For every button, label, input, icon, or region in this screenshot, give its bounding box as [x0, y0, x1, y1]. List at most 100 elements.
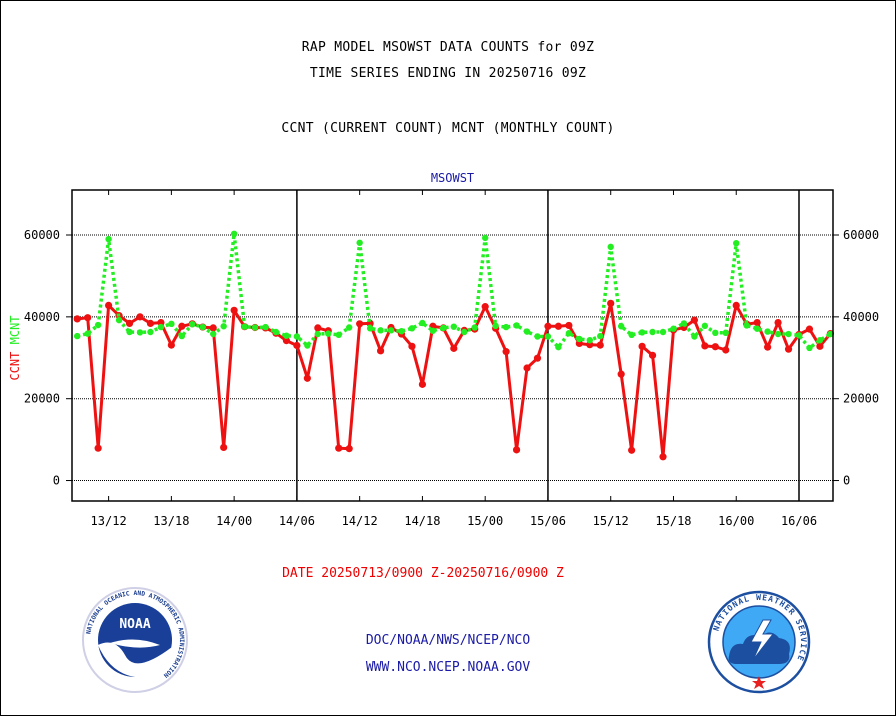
- ytick-label-right: 0: [843, 474, 850, 488]
- data-point-mcnt: [722, 329, 729, 337]
- data-point-mcnt: [597, 332, 604, 340]
- data-point-mcnt: [733, 239, 740, 247]
- data-point-ccnt: [711, 343, 719, 351]
- data-point-ccnt: [209, 324, 217, 332]
- data-point-mcnt: [314, 330, 322, 338]
- data-point-mcnt: [816, 336, 824, 344]
- data-point-ccnt: [784, 345, 793, 353]
- chart-subtitle: TIME SERIES ENDING IN 20250716 09Z: [309, 66, 587, 81]
- ytick-label-right: 60000: [843, 228, 879, 242]
- series-description: CCNT (CURRENT COUNT) MCNT (MONTHLY COUNT…: [281, 121, 615, 136]
- data-point-mcnt: [628, 331, 635, 339]
- data-point-ccnt: [722, 346, 730, 354]
- data-point-ccnt: [701, 342, 709, 350]
- data-point-mcnt: [377, 327, 384, 334]
- xtick-label: 13/18: [153, 514, 189, 528]
- data-point-mcnt: [189, 321, 196, 328]
- data-point-mcnt: [387, 327, 395, 334]
- data-point-ccnt: [816, 342, 824, 350]
- data-point-ccnt: [544, 322, 552, 330]
- plot-top-label: MSOWST: [431, 171, 474, 185]
- y-axis-label: CCNT MCNT: [8, 315, 22, 380]
- data-point-mcnt: [262, 323, 269, 331]
- data-point-mcnt: [220, 323, 227, 330]
- data-point-mcnt: [586, 336, 593, 344]
- data-point-ccnt: [512, 446, 521, 454]
- data-point-mcnt: [408, 325, 416, 332]
- data-point-mcnt: [659, 328, 667, 336]
- xtick-label: 16/06: [781, 514, 817, 528]
- ytick-label-left: 0: [53, 474, 60, 488]
- xtick-label: 14/06: [279, 514, 315, 528]
- data-point-mcnt: [764, 328, 771, 335]
- data-point-ccnt: [94, 444, 102, 452]
- data-point-ccnt: [105, 301, 113, 309]
- data-point-mcnt: [502, 323, 510, 331]
- data-point-ccnt: [774, 318, 782, 327]
- data-point-ccnt: [502, 348, 510, 356]
- footer-url[interactable]: WWW.NCO.NCEP.NOAA.GOV: [365, 660, 531, 675]
- data-point-mcnt: [251, 324, 259, 331]
- y-axis-label-mcnt: MCNT: [8, 315, 22, 351]
- chart-title: RAP MODEL MSOWST DATA COUNTS for 09Z: [301, 40, 595, 55]
- data-point-ccnt: [293, 341, 301, 350]
- data-point-mcnt: [147, 328, 154, 336]
- data-point-ccnt: [575, 339, 583, 348]
- data-point-ccnt: [136, 313, 144, 321]
- data-point-ccnt: [481, 303, 489, 311]
- data-point-mcnt: [795, 332, 803, 339]
- data-point-ccnt: [408, 342, 416, 350]
- data-point-mcnt: [440, 324, 447, 332]
- data-point-ccnt: [586, 341, 594, 349]
- data-point-mcnt: [670, 325, 677, 332]
- data-point-mcnt: [230, 230, 238, 237]
- noaa-logo: NATIONAL OCEANIC AND ATMOSPHERIC ADMINIS…: [82, 587, 188, 693]
- data-point-ccnt: [84, 314, 92, 322]
- xtick-label: 14/18: [404, 514, 440, 528]
- xtick-label: 13/12: [91, 514, 127, 528]
- data-point-ccnt: [418, 380, 427, 388]
- data-point-ccnt: [764, 343, 772, 351]
- data-point-mcnt: [346, 324, 353, 331]
- ytick-label-left: 60000: [24, 228, 60, 242]
- ytick-label-right: 20000: [843, 392, 879, 406]
- data-point-ccnt: [753, 318, 761, 327]
- data-point-mcnt: [523, 328, 531, 335]
- data-point-mcnt: [471, 324, 478, 331]
- data-point-ccnt: [303, 374, 311, 382]
- data-point-mcnt: [210, 330, 217, 338]
- data-point-mcnt: [74, 332, 81, 340]
- data-point-mcnt: [283, 332, 290, 339]
- data-point-mcnt: [272, 328, 280, 336]
- data-point-ccnt: [617, 370, 625, 378]
- data-point-ccnt: [282, 336, 291, 345]
- data-point-ccnt: [523, 364, 531, 372]
- data-point-ccnt: [596, 341, 604, 349]
- data-point-mcnt: [178, 332, 186, 340]
- data-point-mcnt: [607, 243, 614, 251]
- data-point-mcnt: [492, 322, 499, 330]
- xtick-label: 15/06: [530, 514, 566, 528]
- data-point-mcnt: [649, 328, 656, 336]
- data-point-mcnt: [743, 322, 750, 329]
- data-point-mcnt: [712, 329, 719, 337]
- data-point-mcnt: [450, 323, 458, 330]
- data-point-mcnt: [774, 330, 782, 338]
- data-point-ccnt: [157, 318, 165, 327]
- data-point-mcnt: [555, 343, 562, 351]
- noaa-logo-text: NOAA: [119, 617, 150, 632]
- data-point-mcnt: [638, 329, 646, 336]
- data-point-mcnt: [199, 323, 206, 331]
- data-point-ccnt: [335, 444, 343, 452]
- data-point-mcnt: [617, 323, 625, 330]
- data-point-mcnt: [544, 333, 552, 340]
- data-point-mcnt: [325, 330, 332, 337]
- data-point-mcnt: [398, 327, 405, 335]
- data-point-mcnt: [534, 333, 541, 340]
- data-point-ccnt: [659, 453, 667, 461]
- ytick-label-left: 20000: [24, 392, 60, 406]
- data-point-mcnt: [168, 320, 175, 328]
- data-point-mcnt: [356, 239, 363, 246]
- data-point-ccnt: [220, 443, 228, 451]
- data-point-ccnt: [178, 322, 186, 330]
